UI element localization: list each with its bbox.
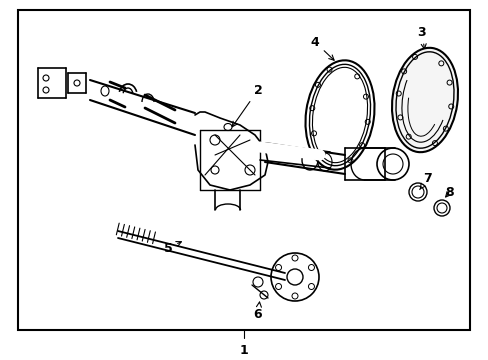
- Bar: [18, 10, 469, 330]
- Text: 4: 4: [310, 36, 333, 60]
- Text: 5: 5: [163, 242, 181, 255]
- Text: 3: 3: [417, 26, 426, 49]
- Text: 8: 8: [445, 185, 453, 198]
- Ellipse shape: [391, 48, 457, 152]
- Text: 7: 7: [419, 171, 431, 190]
- Text: 1: 1: [239, 343, 248, 356]
- Text: 6: 6: [253, 302, 262, 321]
- Text: 2: 2: [232, 84, 262, 127]
